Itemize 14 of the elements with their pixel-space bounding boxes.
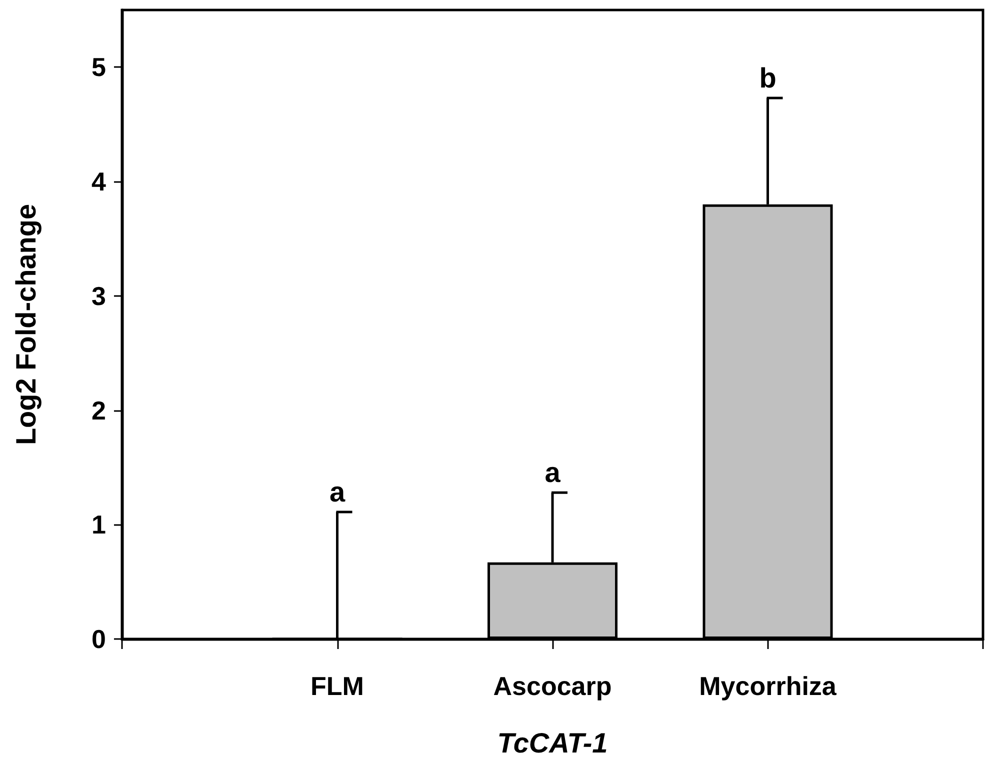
annotation: a [544,457,561,488]
annotation: b [759,62,776,94]
y-axis-title: Log2 Fold-change [10,204,42,446]
x-axis-title: TcCAT-1 [497,728,608,758]
x-tick-label: Ascocarp [493,671,612,701]
y-tick-label: 4 [92,166,107,197]
y-tick-label: 0 [92,624,106,654]
x-tick-label: Mycorrhiza [699,671,837,701]
x-tick-label: FLM [310,671,364,701]
y-tick-label: 2 [92,395,106,426]
y-tick-label: 1 [92,510,106,540]
y-tick-label: 5 [92,52,106,82]
y-tick-label: 3 [92,280,106,311]
annotation: a [329,476,346,508]
